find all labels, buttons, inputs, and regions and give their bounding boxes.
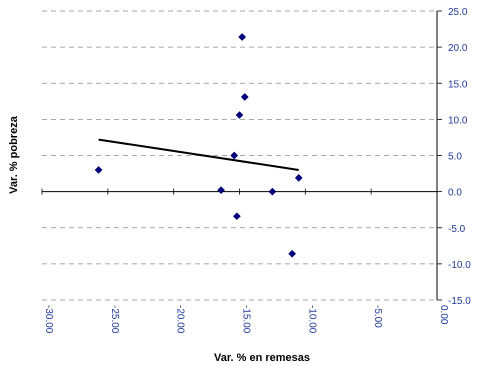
y-tick-label: -10.0 (448, 260, 471, 271)
data-point (94, 165, 103, 174)
gridlines (42, 10, 437, 301)
x-tick-label: -20.00 (175, 305, 186, 334)
y-tick-label: -5.0 (448, 224, 466, 235)
data-point (240, 93, 249, 101)
x-tick-label: -30.00 (43, 305, 54, 334)
y-tick-label: 10.0 (448, 115, 468, 126)
x-axis-title: Var. % en remesas (214, 352, 310, 364)
data-points (94, 33, 303, 258)
y-tick-label: 25.0 (448, 7, 468, 18)
x-tick-label: -25.00 (109, 305, 120, 334)
data-point (288, 249, 297, 258)
data-point (238, 33, 247, 41)
trendline-group (98, 138, 299, 171)
data-point (230, 151, 239, 160)
y-tick-label: 15.0 (448, 79, 468, 90)
x-tick-label: -15.00 (241, 305, 252, 334)
tick-labels: 25.0 20.0 15.0 10.0 5.0 0.0 -5.0 -10.0 -15.0 -30.… (43, 7, 471, 334)
x-tick-label: 0.00 (438, 305, 449, 325)
data-point (235, 111, 244, 119)
y-tick-label: -15.0 (448, 296, 471, 307)
y-tick-label: 0.0 (448, 188, 462, 199)
x-tick-label: -10.00 (306, 305, 317, 334)
data-point (268, 187, 277, 196)
y-axis-title: Var. % pobreza (8, 115, 20, 194)
y-tick-label: 20.0 (448, 43, 468, 54)
axes (41, 10, 442, 301)
data-point (232, 212, 241, 221)
data-point (294, 173, 303, 182)
trendline (98, 138, 299, 171)
data-point (217, 186, 226, 195)
x-tick-label: -5.00 (372, 305, 383, 328)
y-tick-label: 5.0 (448, 152, 462, 163)
